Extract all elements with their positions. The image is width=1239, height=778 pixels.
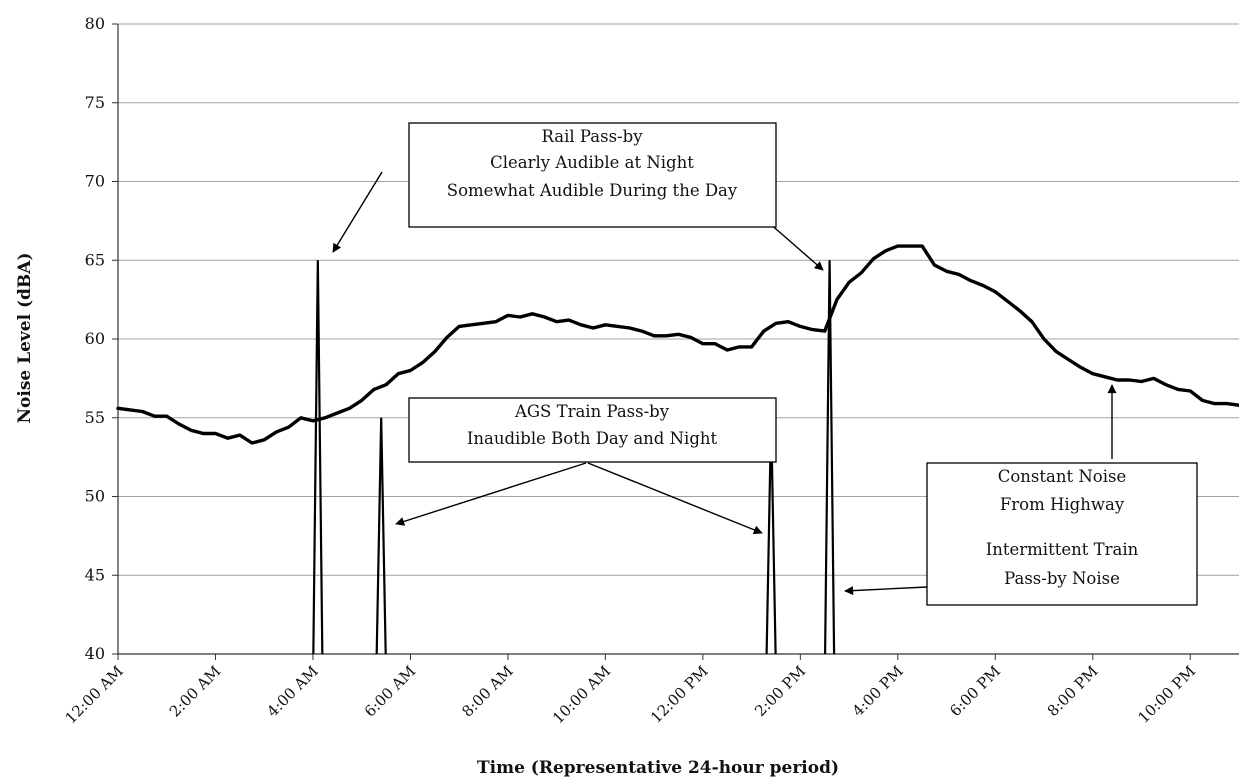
- y-tick-45: 45: [85, 565, 105, 584]
- y-axis-title: Noise Level (dBA): [15, 252, 35, 423]
- annotation-text: Rail Pass-by: [541, 127, 643, 146]
- y-tick-labels: 40 45 50 55 60 65 70 75 80: [85, 14, 105, 663]
- ags-train-pass-by-spike: [375, 417, 387, 655]
- annotation-text: From Highway: [1000, 495, 1125, 514]
- annotation-arrow-3: [587, 462, 763, 535]
- highway-line: [116, 244, 1239, 445]
- annotation-text: AGS Train Pass-by: [514, 402, 670, 421]
- rail-pass-by-spike: [823, 260, 836, 655]
- annotation-arrow-2: [395, 462, 587, 526]
- highway-series: [116, 244, 1239, 445]
- annotation-box-rail: [408, 122, 777, 228]
- y-tick-80: 80: [85, 14, 105, 33]
- annotation-arrow-0: [332, 171, 383, 253]
- y-tick-60: 60: [85, 329, 105, 348]
- x-tick-label: 2:00 AM: [166, 662, 224, 720]
- annotation-arrows: [332, 171, 1117, 596]
- x-tick-label: 10:00 PM: [1134, 662, 1199, 727]
- y-tick-65: 65: [85, 250, 105, 269]
- annotation-box-highway: [926, 462, 1198, 606]
- x-tick-label: 2:00 PM: [751, 662, 809, 720]
- x-tick-label: 4:00 PM: [849, 662, 907, 720]
- annotation-boxes: Rail Pass-by Clearly Audible at Night Some…: [408, 122, 1198, 606]
- x-tick-label: 6:00 AM: [361, 662, 419, 720]
- annotation-text: Clearly Audible at Night: [490, 153, 694, 172]
- x-tick-label: 8:00 AM: [458, 662, 516, 720]
- x-tick-label: 10:00 AM: [549, 662, 614, 727]
- annotation-text: Pass-by Noise: [1004, 569, 1120, 588]
- x-tick-labels: 12:00 AM 2:00 AM 4:00 AM 6:00 AM 8:00 AM 10:0…: [62, 662, 1199, 727]
- annotation-text: Inaudible Both Day and Night: [467, 429, 718, 448]
- y-tick-50: 50: [85, 487, 105, 506]
- annotation-text: Intermittent Train: [986, 540, 1139, 559]
- annotation-text: Somewhat Audible During the Day: [447, 181, 738, 200]
- x-tick-label: 6:00 PM: [946, 662, 1004, 720]
- x-tick-label: 12:00 PM: [647, 662, 712, 727]
- annotation-box-ags: [408, 397, 777, 463]
- y-tick-40: 40: [85, 644, 105, 663]
- annotation-text: Constant Noise: [998, 467, 1127, 486]
- y-tick-70: 70: [85, 172, 105, 191]
- axes: [112, 23, 1239, 660]
- x-axis-title: Time (Representative 24-hour period): [477, 758, 839, 778]
- rail-pass-by-spike: [312, 260, 324, 655]
- annotation-arrow-5: [844, 586, 928, 596]
- x-tick-label: 8:00 PM: [1044, 662, 1102, 720]
- y-tick-55: 55: [85, 408, 105, 427]
- x-tick-label: 4:00 AM: [263, 662, 321, 720]
- y-tick-75: 75: [85, 93, 105, 112]
- x-tick-label: 12:00 AM: [62, 662, 127, 727]
- annotation-arrow-1: [767, 221, 824, 271]
